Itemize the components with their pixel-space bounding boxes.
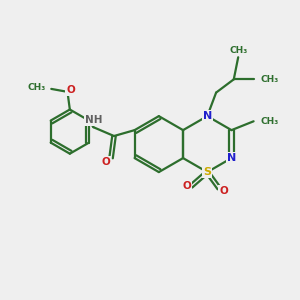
Text: CH₃: CH₃ xyxy=(261,75,279,84)
Text: N: N xyxy=(203,111,212,121)
Text: O: O xyxy=(66,85,75,95)
Text: CH₃: CH₃ xyxy=(260,117,278,126)
Text: CH₃: CH₃ xyxy=(229,46,247,55)
Text: CH₃: CH₃ xyxy=(27,83,45,92)
Text: O: O xyxy=(219,186,228,196)
Text: S: S xyxy=(203,167,211,177)
Text: NH: NH xyxy=(85,115,102,125)
Text: N: N xyxy=(227,153,236,163)
Text: O: O xyxy=(182,181,191,191)
Text: O: O xyxy=(101,157,110,166)
